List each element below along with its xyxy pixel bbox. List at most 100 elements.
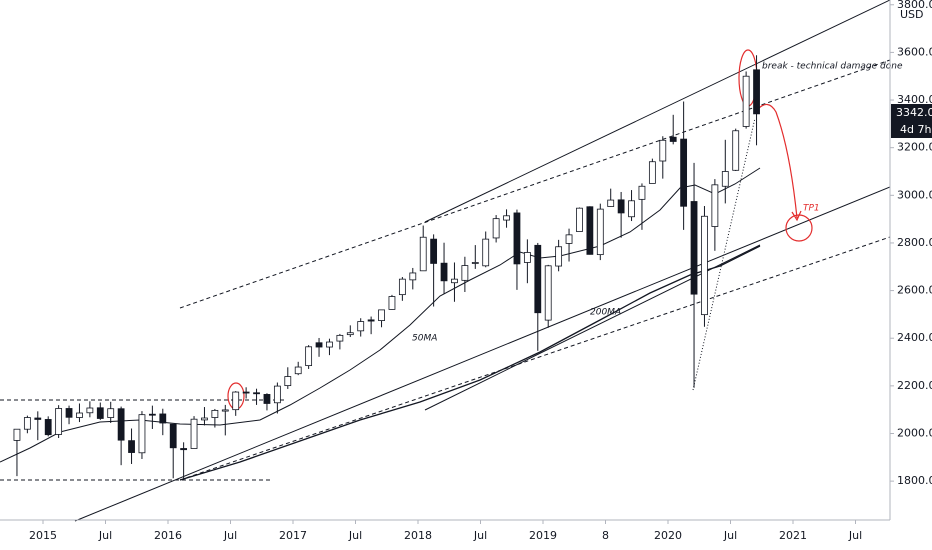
x-tick-label: 2019 xyxy=(529,529,557,542)
y-tick-label: 3000.0 xyxy=(897,188,932,201)
y-tick-label: 3800.0 xyxy=(897,0,932,11)
x-tick-label: Jul xyxy=(723,529,737,542)
candle-body xyxy=(492,218,500,239)
candle-body xyxy=(586,206,594,255)
candle-body xyxy=(503,215,510,221)
candle-body xyxy=(315,342,323,348)
channel-bottom xyxy=(74,186,891,522)
arrow-head xyxy=(791,210,802,222)
candle-body xyxy=(55,408,63,435)
candle-body xyxy=(576,207,583,232)
channel-mid xyxy=(179,59,891,309)
candle-body xyxy=(565,234,573,244)
x-tick-label: 2021 xyxy=(779,529,807,542)
candle-body xyxy=(440,262,448,282)
candle-body xyxy=(721,171,729,187)
candle-body xyxy=(534,244,542,314)
candle-body xyxy=(596,208,604,256)
y-tick-label: 2200.0 xyxy=(897,379,932,392)
candle-body xyxy=(294,366,302,375)
y-tick-label: 2800.0 xyxy=(897,236,932,249)
channel-low xyxy=(179,236,891,481)
candle-body xyxy=(242,391,250,394)
candle-body xyxy=(211,409,219,418)
candle-body xyxy=(701,215,708,316)
candle-body xyxy=(680,138,688,207)
candle-body xyxy=(753,69,760,115)
candle-body xyxy=(523,252,531,263)
x-tick-label: Jul xyxy=(223,529,237,542)
candle-body xyxy=(346,332,354,336)
candle-body xyxy=(430,238,438,264)
annotation: 50MA xyxy=(412,334,437,344)
y-tick-label: 2600.0 xyxy=(897,284,932,297)
x-tick-label: 2017 xyxy=(279,529,307,542)
price-tag: 3342.0 xyxy=(896,106,932,119)
x-tick-label: 2018 xyxy=(404,529,432,542)
candle-body xyxy=(86,407,94,414)
candle-body xyxy=(628,200,635,218)
y-tick-label: 2000.0 xyxy=(897,426,932,439)
y-tick-label: 3600.0 xyxy=(897,45,932,58)
candle-body xyxy=(607,199,615,207)
y-tick-label: 1800.0 xyxy=(897,474,932,487)
x-tick-label: Jul xyxy=(848,529,862,542)
candle-body xyxy=(117,408,125,441)
candle-body xyxy=(148,413,156,416)
candle-body xyxy=(742,75,750,127)
y-tick-label: 2400.0 xyxy=(897,331,932,344)
price-tag-box xyxy=(891,104,932,122)
candle-body xyxy=(305,346,313,367)
candle-body xyxy=(253,392,260,395)
candle-body xyxy=(76,412,83,418)
candle-body xyxy=(169,423,177,449)
candle-body xyxy=(190,418,198,449)
candle-body xyxy=(138,414,146,454)
candle-body xyxy=(648,161,656,184)
candle-body xyxy=(13,428,21,441)
x-tick-label: 2020 xyxy=(654,529,682,542)
candle-body xyxy=(263,394,271,404)
candle-body xyxy=(284,376,292,387)
candle-body xyxy=(367,319,375,322)
candle-body xyxy=(409,272,417,281)
y-tick-label: 3200.0 xyxy=(897,141,932,154)
candle-body xyxy=(357,321,365,332)
candle-body xyxy=(336,334,344,342)
candle-body xyxy=(617,199,625,214)
x-tick-label: Jul xyxy=(98,529,112,542)
currency: USD xyxy=(900,8,924,21)
candle-body xyxy=(461,265,469,281)
candle-body xyxy=(201,417,208,421)
x-tick-label: 2015 xyxy=(29,529,57,542)
candle-body xyxy=(711,184,719,227)
candle-body xyxy=(159,413,167,424)
candle-body xyxy=(273,385,281,404)
candle-body xyxy=(96,407,104,419)
candle-body xyxy=(23,417,31,430)
x-tick-label: Jul xyxy=(473,529,487,542)
candle-body xyxy=(482,238,490,267)
candle-body xyxy=(690,201,698,295)
channel-top xyxy=(424,0,891,223)
candle-body xyxy=(107,408,115,418)
candle-body xyxy=(669,136,677,142)
annotation: 200MA xyxy=(590,308,621,318)
candle-body xyxy=(326,341,333,348)
countdown-box xyxy=(891,122,932,138)
countdown: 4d 7h xyxy=(900,123,931,136)
candle-body xyxy=(638,185,646,200)
candle-body xyxy=(388,296,396,310)
ma50 xyxy=(0,167,761,463)
annotation: break - technical damage done xyxy=(762,62,903,72)
candle-body xyxy=(128,440,135,453)
candle-body xyxy=(544,265,552,321)
candle-body xyxy=(659,139,667,162)
candle-body xyxy=(732,130,740,171)
y-tick-label: 3400.0 xyxy=(897,93,932,106)
candle-body xyxy=(451,278,458,284)
x-tick-label: 2016 xyxy=(154,529,182,542)
candle-body xyxy=(398,278,406,296)
